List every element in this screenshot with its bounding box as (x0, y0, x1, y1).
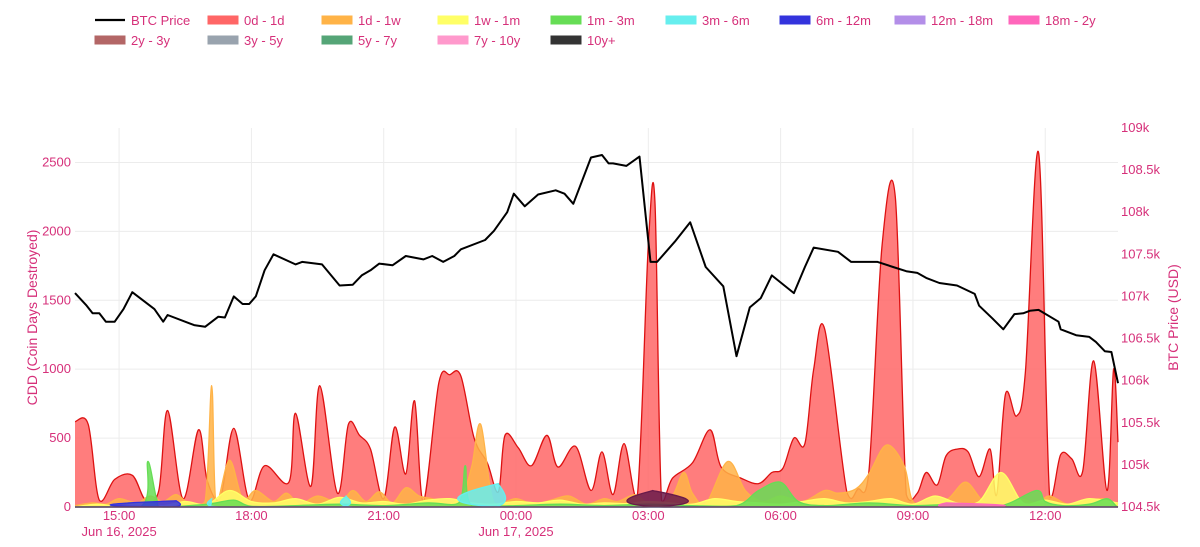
legend-label: 1w - 1m (474, 13, 520, 28)
legend-item[interactable]: 5y - 7y (321, 33, 398, 48)
legend-label: 6m - 12m (816, 13, 871, 28)
x-tick-sublabel: Jun 17, 2025 (478, 524, 553, 539)
x-tick-label: 21:00 (367, 508, 400, 523)
left-tick-label: 1500 (42, 292, 71, 307)
left-tick-label: 0 (64, 499, 71, 514)
legend-swatch (94, 35, 126, 45)
x-tick-label: 00:00 (500, 508, 533, 523)
legend-item[interactable]: 6m - 12m (779, 13, 871, 28)
x-tick-label: 06:00 (764, 508, 797, 523)
legend-swatch (437, 15, 469, 25)
cdd-areas (74, 150, 1119, 508)
legend-label: 5y - 7y (358, 33, 398, 48)
area-0d-1d (75, 151, 1118, 508)
left-tick-label: 2500 (42, 154, 71, 169)
right-tick-label: 107.5k (1121, 246, 1161, 261)
legend-item[interactable]: 1d - 1w (321, 13, 401, 28)
legend-swatch (437, 35, 469, 45)
right-tick-label: 109k (1121, 120, 1150, 135)
area-1w-1m-edge (74, 471, 1119, 508)
legend-item[interactable]: 12m - 18m (894, 13, 993, 28)
legend-label: 1m - 3m (587, 13, 635, 28)
legend-item[interactable]: 3m - 6m (665, 13, 750, 28)
legend-item[interactable]: 18m - 2y (1008, 13, 1096, 28)
legend-swatch (321, 15, 353, 25)
legend-item[interactable]: 3y - 5y (207, 33, 284, 48)
legend-item[interactable]: 1w - 1m (437, 13, 520, 28)
right-tick-label: 108k (1121, 204, 1150, 219)
right-tick-label: 108.5k (1121, 162, 1161, 177)
right-tick-label: 106k (1121, 373, 1150, 388)
legend-label: BTC Price (131, 13, 190, 28)
legend-swatch (779, 15, 811, 25)
legend-swatch (550, 35, 582, 45)
legend-label: 10y+ (587, 33, 616, 48)
legend-label: 3m - 6m (702, 13, 750, 28)
legend[interactable]: BTC Price 0d - 1d 1d - 1w 1w - 1m 1m - 3m 3m … (94, 13, 1096, 48)
legend-label: 0d - 1d (244, 13, 284, 28)
left-tick-label: 500 (49, 430, 71, 445)
btc-price-line (74, 154, 1119, 384)
x-tick-label: 03:00 (632, 508, 665, 523)
right-tick-label: 105k (1121, 457, 1150, 472)
x-tick-label: 12:00 (1029, 508, 1062, 523)
btc-price-path (74, 154, 1119, 384)
x-tick-sublabel: Jun 16, 2025 (82, 524, 157, 539)
legend-swatch (207, 15, 239, 25)
legend-swatch (550, 15, 582, 25)
legend-item[interactable]: 7y - 10y (437, 33, 521, 48)
area-1m-3m (75, 461, 1118, 507)
x-tick-label: 18:00 (235, 508, 268, 523)
legend-item[interactable]: 1m - 3m (550, 13, 635, 28)
right-tick-label: 107k (1121, 288, 1150, 303)
left-tick-label: 1000 (42, 361, 71, 376)
legend-item[interactable]: 10y+ (550, 33, 616, 48)
x-tick-label: 15:00 (103, 508, 136, 523)
legend-swatch (1008, 15, 1040, 25)
right-axis-title: BTC Price (USD) (1165, 264, 1181, 371)
legend-label: 7y - 10y (474, 33, 521, 48)
left-tick-label: 2000 (42, 223, 71, 238)
legend-item[interactable]: 2y - 3y (94, 33, 171, 48)
legend-item[interactable]: BTC Price (95, 13, 190, 28)
left-axis-title: CDD (Coin Days Destroyed) (24, 230, 40, 406)
legend-label: 2y - 3y (131, 33, 171, 48)
legend-swatch (207, 35, 239, 45)
legend-swatch (894, 15, 926, 25)
legend-label: 12m - 18m (931, 13, 993, 28)
legend-label: 3y - 5y (244, 33, 284, 48)
right-tick-label: 104.5k (1121, 499, 1161, 514)
right-tick-label: 105.5k (1121, 415, 1161, 430)
legend-item[interactable]: 0d - 1d (207, 13, 284, 28)
legend-swatch (665, 15, 697, 25)
legend-label: 1d - 1w (358, 13, 401, 28)
legend-swatch (321, 35, 353, 45)
area-1m-3m-edge (74, 460, 1119, 508)
x-tick-label: 09:00 (897, 508, 930, 523)
legend-label: 18m - 2y (1045, 13, 1096, 28)
right-tick-label: 106.5k (1121, 331, 1161, 346)
